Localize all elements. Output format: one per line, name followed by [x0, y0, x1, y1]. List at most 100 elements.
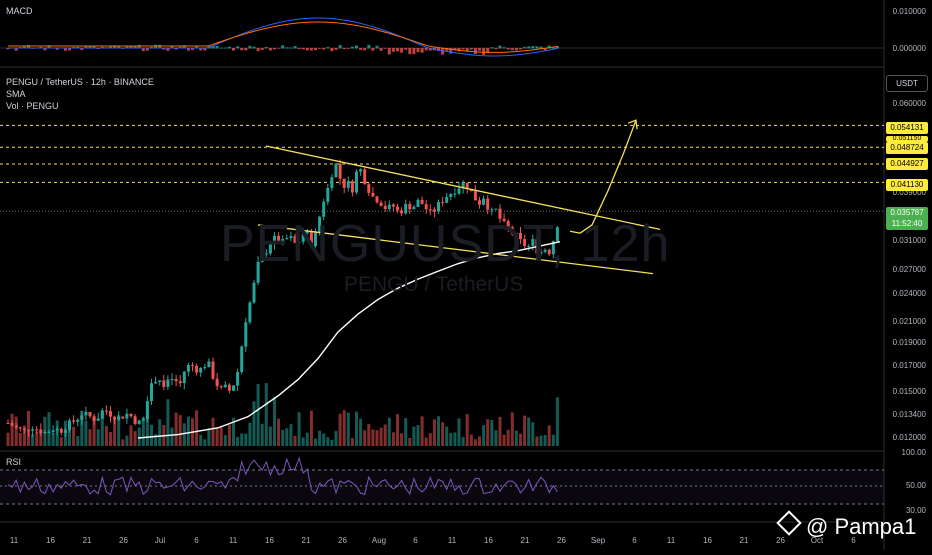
rsi-line — [7, 456, 558, 496]
macd-histogram-bar — [400, 48, 404, 53]
macd-histogram-bar — [338, 45, 342, 49]
macd-line — [8, 17, 558, 57]
candle-body — [519, 233, 522, 240]
candle-body — [514, 233, 518, 235]
candle-body — [104, 410, 108, 412]
time-axis-label: Jul — [154, 536, 166, 545]
macd-histogram-bar — [133, 46, 137, 49]
macd-histogram-bar — [191, 48, 194, 50]
volume-bar — [334, 430, 338, 446]
macd-histogram-bar — [182, 45, 186, 49]
candle-body — [170, 379, 174, 381]
macd-histogram-bar — [141, 48, 145, 52]
sma-legend[interactable]: SMA — [6, 89, 26, 99]
volume-bar — [330, 439, 334, 446]
rsi-band — [0, 470, 884, 504]
volume-bar — [379, 427, 383, 446]
macd-histogram-bar — [506, 48, 510, 50]
candle-body — [145, 401, 149, 420]
time-axis-label: 6 — [194, 536, 199, 545]
candle-body — [268, 244, 272, 254]
macd-histogram-bar — [297, 48, 301, 50]
volume-bar — [121, 439, 125, 446]
price-axis-label: 0.017000 — [892, 360, 926, 370]
volume-bar — [424, 437, 428, 446]
macd-histogram-bar — [453, 48, 457, 50]
macd-histogram-bar — [174, 48, 178, 50]
volume-bar — [289, 424, 293, 446]
binance-diamond-icon — [776, 510, 802, 536]
volume-bar — [186, 416, 190, 446]
volume-bar — [543, 435, 547, 446]
macd-histogram-bar — [473, 48, 477, 55]
volume-bar — [281, 429, 285, 446]
macd-histogram-bar — [396, 48, 399, 52]
macd-histogram-bar — [6, 48, 10, 50]
candle-body — [506, 221, 510, 228]
candle-body — [236, 371, 240, 386]
volume-bar — [428, 433, 432, 446]
macd-histogram-bar — [465, 48, 469, 52]
macd-histogram-bar — [342, 48, 346, 50]
level-tag-hidden: 0.051150 — [886, 136, 928, 142]
candle-body — [223, 384, 227, 388]
time-axis-label: 26 — [557, 536, 566, 545]
volume-bar — [84, 420, 88, 446]
rsi-label[interactable]: RSI — [6, 457, 22, 467]
macd-label[interactable]: MACD — [6, 6, 33, 16]
candle-body — [490, 209, 494, 211]
macd-histogram-bar — [260, 48, 264, 50]
volume-bar — [145, 411, 149, 446]
candle-body — [449, 193, 453, 197]
volume-bar — [248, 422, 252, 446]
macd-histogram-bar — [387, 48, 391, 55]
macd-histogram-bar — [478, 48, 481, 51]
volume-bar — [113, 419, 117, 446]
candle-body — [547, 249, 551, 255]
macd-histogram-bar — [256, 48, 260, 52]
macd-histogram-bar — [68, 48, 71, 51]
volume-bar — [158, 419, 162, 446]
candle-body — [478, 200, 481, 205]
macd-histogram-bar — [223, 47, 227, 49]
macd-histogram-bar — [535, 46, 539, 49]
macd-histogram-bar — [203, 48, 207, 51]
macd-histogram-bar — [84, 45, 88, 49]
volume-bar — [420, 416, 424, 446]
macd-histogram-bar — [207, 45, 211, 49]
volume-bar — [314, 438, 317, 446]
chart-title[interactable]: PENGU / TetherUS · 12h · BINANCE — [6, 77, 154, 87]
time-axis-label: Sep — [590, 536, 606, 545]
volume-bar — [375, 430, 379, 446]
candle-body — [211, 361, 215, 379]
volume-bar — [27, 410, 30, 446]
volume-bar — [195, 410, 199, 446]
price-axis-label: 0.012000 — [892, 433, 926, 442]
macd-histogram-bar — [145, 48, 149, 51]
macd-histogram-bar — [314, 48, 317, 51]
candle-body — [309, 231, 313, 247]
macd-histogram-bar — [334, 48, 338, 50]
currency-button[interactable]: USDT — [886, 75, 928, 92]
macd-histogram-bar — [109, 46, 112, 49]
macd-histogram-bar — [301, 48, 305, 50]
candle-body — [551, 241, 555, 255]
volume-bar — [31, 434, 35, 446]
time-axis-label: 21 — [739, 536, 749, 545]
time-axis-label: 21 — [301, 536, 311, 545]
macd-histogram-bar — [531, 46, 535, 49]
volume-bar — [523, 415, 527, 446]
candle-body — [150, 383, 153, 402]
macd-histogram-bar — [346, 48, 350, 49]
macd-histogram-bar — [527, 46, 531, 49]
candle-body — [227, 384, 231, 391]
time-axis-label: 26 — [776, 536, 785, 545]
candle-body — [293, 236, 297, 243]
macd-histogram-bar — [371, 48, 375, 51]
volume-legend[interactable]: Vol · PENGU — [6, 101, 59, 111]
macd-histogram-bar — [519, 48, 522, 50]
macd-histogram-bar — [367, 44, 371, 49]
candle-body — [51, 430, 55, 433]
